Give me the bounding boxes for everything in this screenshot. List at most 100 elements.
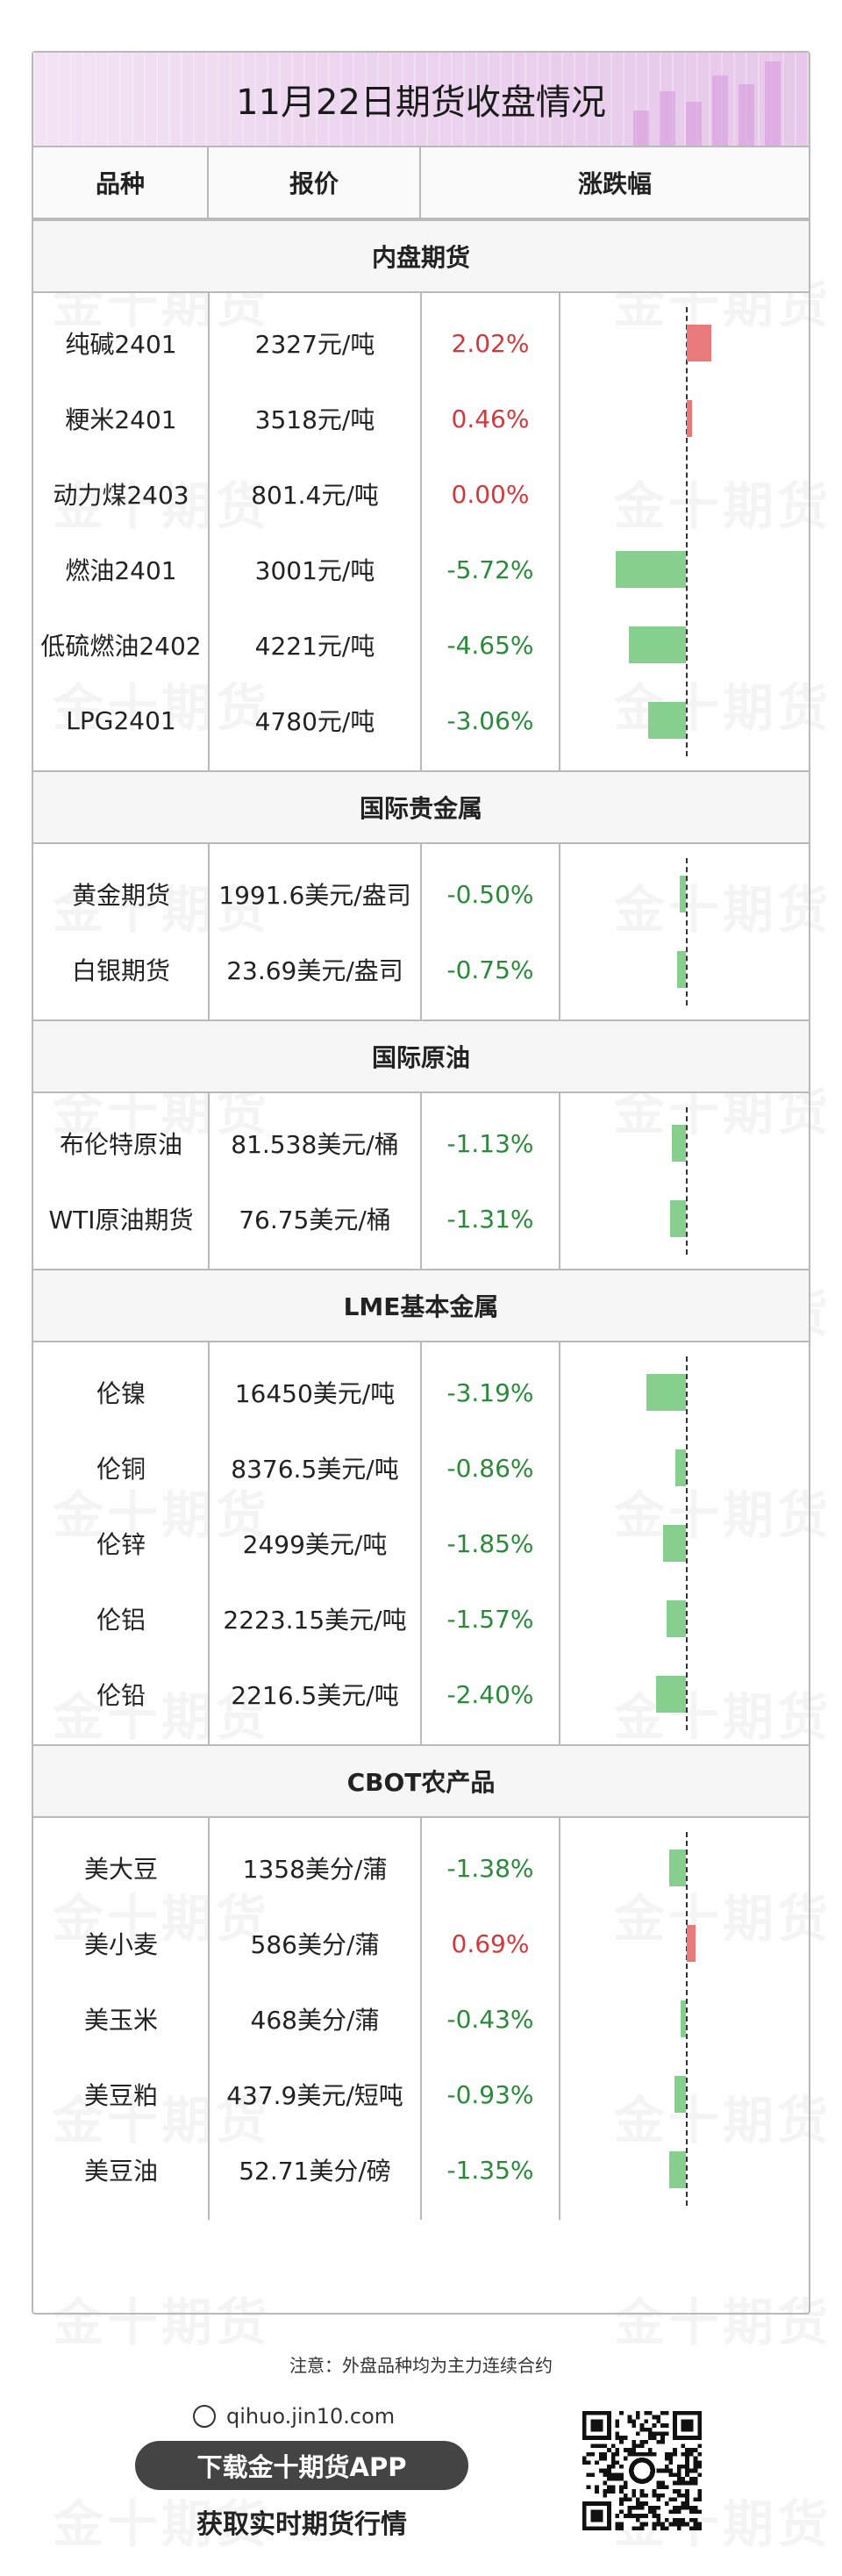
- commodity-name: 纯碱2401: [65, 330, 177, 359]
- commodity-name: 动力煤2403: [53, 481, 189, 510]
- change-percent: -4.65%: [446, 630, 534, 660]
- commodity-price: 4780元/吨: [254, 707, 375, 736]
- section-rows: 伦镍 16450美元/吨 -3.19% 伦铜 8376.5美元/吨 -0.86% 伦锌 249…: [33, 1342, 809, 1744]
- table-row: 白银期货 23.69美元/盎司 -0.75%: [33, 932, 809, 1007]
- table-row: 美豆粕 437.9美元/短吨 -0.93%: [33, 2057, 809, 2132]
- section-header: 国际贵金属: [33, 770, 809, 844]
- download-app-button[interactable]: 下载金十期货APP: [135, 2441, 468, 2490]
- table-row: 燃油2401 3001元/吨 -5.72%: [33, 532, 809, 607]
- commodity-name: 伦铅: [96, 1681, 146, 1710]
- commodity-name: 粳米2401: [65, 405, 177, 434]
- commodity-price: 16450美元/吨: [234, 1379, 396, 1408]
- change-percent: -1.31%: [446, 1204, 534, 1234]
- change-bar: [687, 400, 693, 437]
- table-row: WTI原油期货 76.75美元/桶 -1.31%: [33, 1181, 809, 1256]
- table-row: 伦铜 8376.5美元/吨 -0.86%: [33, 1430, 809, 1506]
- change-bar: [656, 1676, 686, 1713]
- commodity-price: 8376.5美元/吨: [231, 1455, 399, 1484]
- header-name: 品种: [33, 147, 209, 218]
- site-url: qihuo.jin10.com: [226, 2404, 396, 2429]
- commodity-price: 23.69美元/盎司: [226, 956, 403, 985]
- candlestick-decoration: [624, 53, 800, 146]
- change-bar: [669, 2151, 686, 2188]
- section-header: LME基本金属: [33, 1269, 809, 1342]
- table-header: 品种 报价 涨跌幅: [33, 146, 809, 219]
- commodity-price: 2327元/吨: [254, 330, 375, 359]
- change-percent: -1.35%: [446, 2155, 534, 2185]
- commodity-name: 美玉米: [83, 2006, 158, 2035]
- commodity-price: 801.4元/吨: [251, 481, 379, 510]
- table-row: 美玉米 468美分/蒲 -0.43%: [33, 1981, 809, 2057]
- table-row: 布伦特原油 81.538美元/桶 -1.13%: [33, 1106, 809, 1181]
- table-row: LPG2401 4780元/吨 -3.06%: [33, 683, 809, 758]
- zero-axis: [686, 858, 688, 1005]
- commodity-price: 2216.5美元/吨: [231, 1681, 399, 1710]
- page-title: 11月22日期货收盘情况: [236, 82, 606, 123]
- change-percent: 0.69%: [451, 1928, 530, 1958]
- commodity-name: 白银期货: [71, 956, 170, 985]
- table-row: 纯碱2401 2327元/吨 2.02%: [33, 305, 809, 381]
- site-link[interactable]: qihuo.jin10.com: [193, 2404, 395, 2429]
- table-row: 伦锌 2499美元/吨 -1.85%: [33, 1506, 809, 1581]
- section-rows: 纯碱2401 2327元/吨 2.02% 粳米2401 3518元/吨 0.46% 动力煤2…: [33, 293, 809, 770]
- commodity-price: 2499美元/吨: [242, 1530, 388, 1559]
- section-rows: 布伦特原油 81.538美元/桶 -1.13% WTI原油期货 76.75美元/桶 -1.…: [33, 1093, 809, 1269]
- zero-axis: [686, 1107, 688, 1255]
- table-row: 黄金期货 1991.6美元/盎司 -0.50%: [33, 856, 809, 932]
- commodity-name: 美豆粕: [83, 2081, 158, 2110]
- commodity-price: 468美分/蒲: [250, 2006, 380, 2035]
- download-subtitle: 获取实时期货行情: [196, 2509, 407, 2540]
- section-header: CBOT农产品: [33, 1744, 809, 1818]
- change-percent: 0.46%: [451, 404, 530, 433]
- commodity-name: 燃油2401: [65, 556, 177, 585]
- table-row: 低硫燃油2402 4221元/吨 -4.65%: [33, 607, 809, 683]
- change-bar: [676, 951, 686, 988]
- table-row: 伦铅 2216.5美元/吨 -2.40%: [33, 1657, 809, 1732]
- change-percent: -3.19%: [446, 1377, 534, 1407]
- change-bar: [663, 1525, 686, 1562]
- change-bar: [669, 1200, 686, 1237]
- commodity-price: 3001元/吨: [254, 556, 375, 585]
- change-bar: [687, 1925, 696, 1962]
- table-row: 伦镍 16450美元/吨 -3.19%: [33, 1355, 809, 1430]
- change-bar: [680, 2000, 686, 2037]
- footer-note: 注意：外盘品种均为主力连续合约: [289, 2355, 553, 2376]
- table-row: 美大豆 1358美分/蒲 -1.38%: [33, 1830, 809, 1906]
- change-percent: -5.72%: [446, 555, 534, 584]
- table-row: 粳米2401 3518元/吨 0.46%: [33, 381, 809, 456]
- change-bar: [646, 1374, 686, 1411]
- change-percent: -1.57%: [446, 1604, 534, 1634]
- table-row: 伦铝 2223.15美元/吨 -1.57%: [33, 1581, 809, 1657]
- change-percent: -0.50%: [446, 879, 534, 909]
- change-percent: -1.13%: [446, 1128, 534, 1158]
- commodity-name: WTI原油期货: [48, 1206, 194, 1234]
- change-bar: [667, 1600, 686, 1637]
- change-bar: [672, 1125, 686, 1162]
- change-percent: -3.06%: [446, 705, 534, 735]
- commodity-name: 美小麦: [83, 1930, 158, 1959]
- commodity-price: 52.71美分/磅: [239, 2157, 391, 2186]
- commodity-name: 低硫燃油2402: [40, 632, 202, 661]
- commodity-price: 586美分/蒲: [250, 1930, 380, 1959]
- header-change: 涨跌幅: [577, 169, 652, 198]
- change-percent: -1.85%: [446, 1528, 534, 1558]
- change-bar: [674, 2076, 686, 2113]
- zero-axis: [686, 1356, 688, 1730]
- commodity-price: 1991.6美元/盎司: [218, 881, 411, 910]
- header-price: 报价: [209, 147, 421, 218]
- commodity-name: 布伦特原油: [59, 1130, 182, 1159]
- qr-code-icon: [582, 2411, 702, 2530]
- commodity-price: 76.75美元/桶: [239, 1206, 391, 1234]
- commodity-name: 伦镍: [96, 1379, 146, 1408]
- change-percent: -0.43%: [446, 2004, 534, 2034]
- commodity-price: 3518元/吨: [254, 405, 375, 434]
- commodity-price: 4221元/吨: [254, 632, 375, 661]
- change-bar: [648, 702, 686, 739]
- commodity-price: 1358美分/蒲: [242, 1855, 388, 1884]
- commodity-price: 437.9美元/短吨: [226, 2081, 403, 2110]
- section-rows: 黄金期货 1991.6美元/盎司 -0.50% 白银期货 23.69美元/盎司 -0.75…: [33, 844, 809, 1020]
- commodity-name: 美豆油: [83, 2157, 158, 2186]
- change-percent: -1.38%: [446, 1853, 534, 1883]
- change-bar: [615, 551, 686, 588]
- section-header: 国际原油: [33, 1020, 809, 1093]
